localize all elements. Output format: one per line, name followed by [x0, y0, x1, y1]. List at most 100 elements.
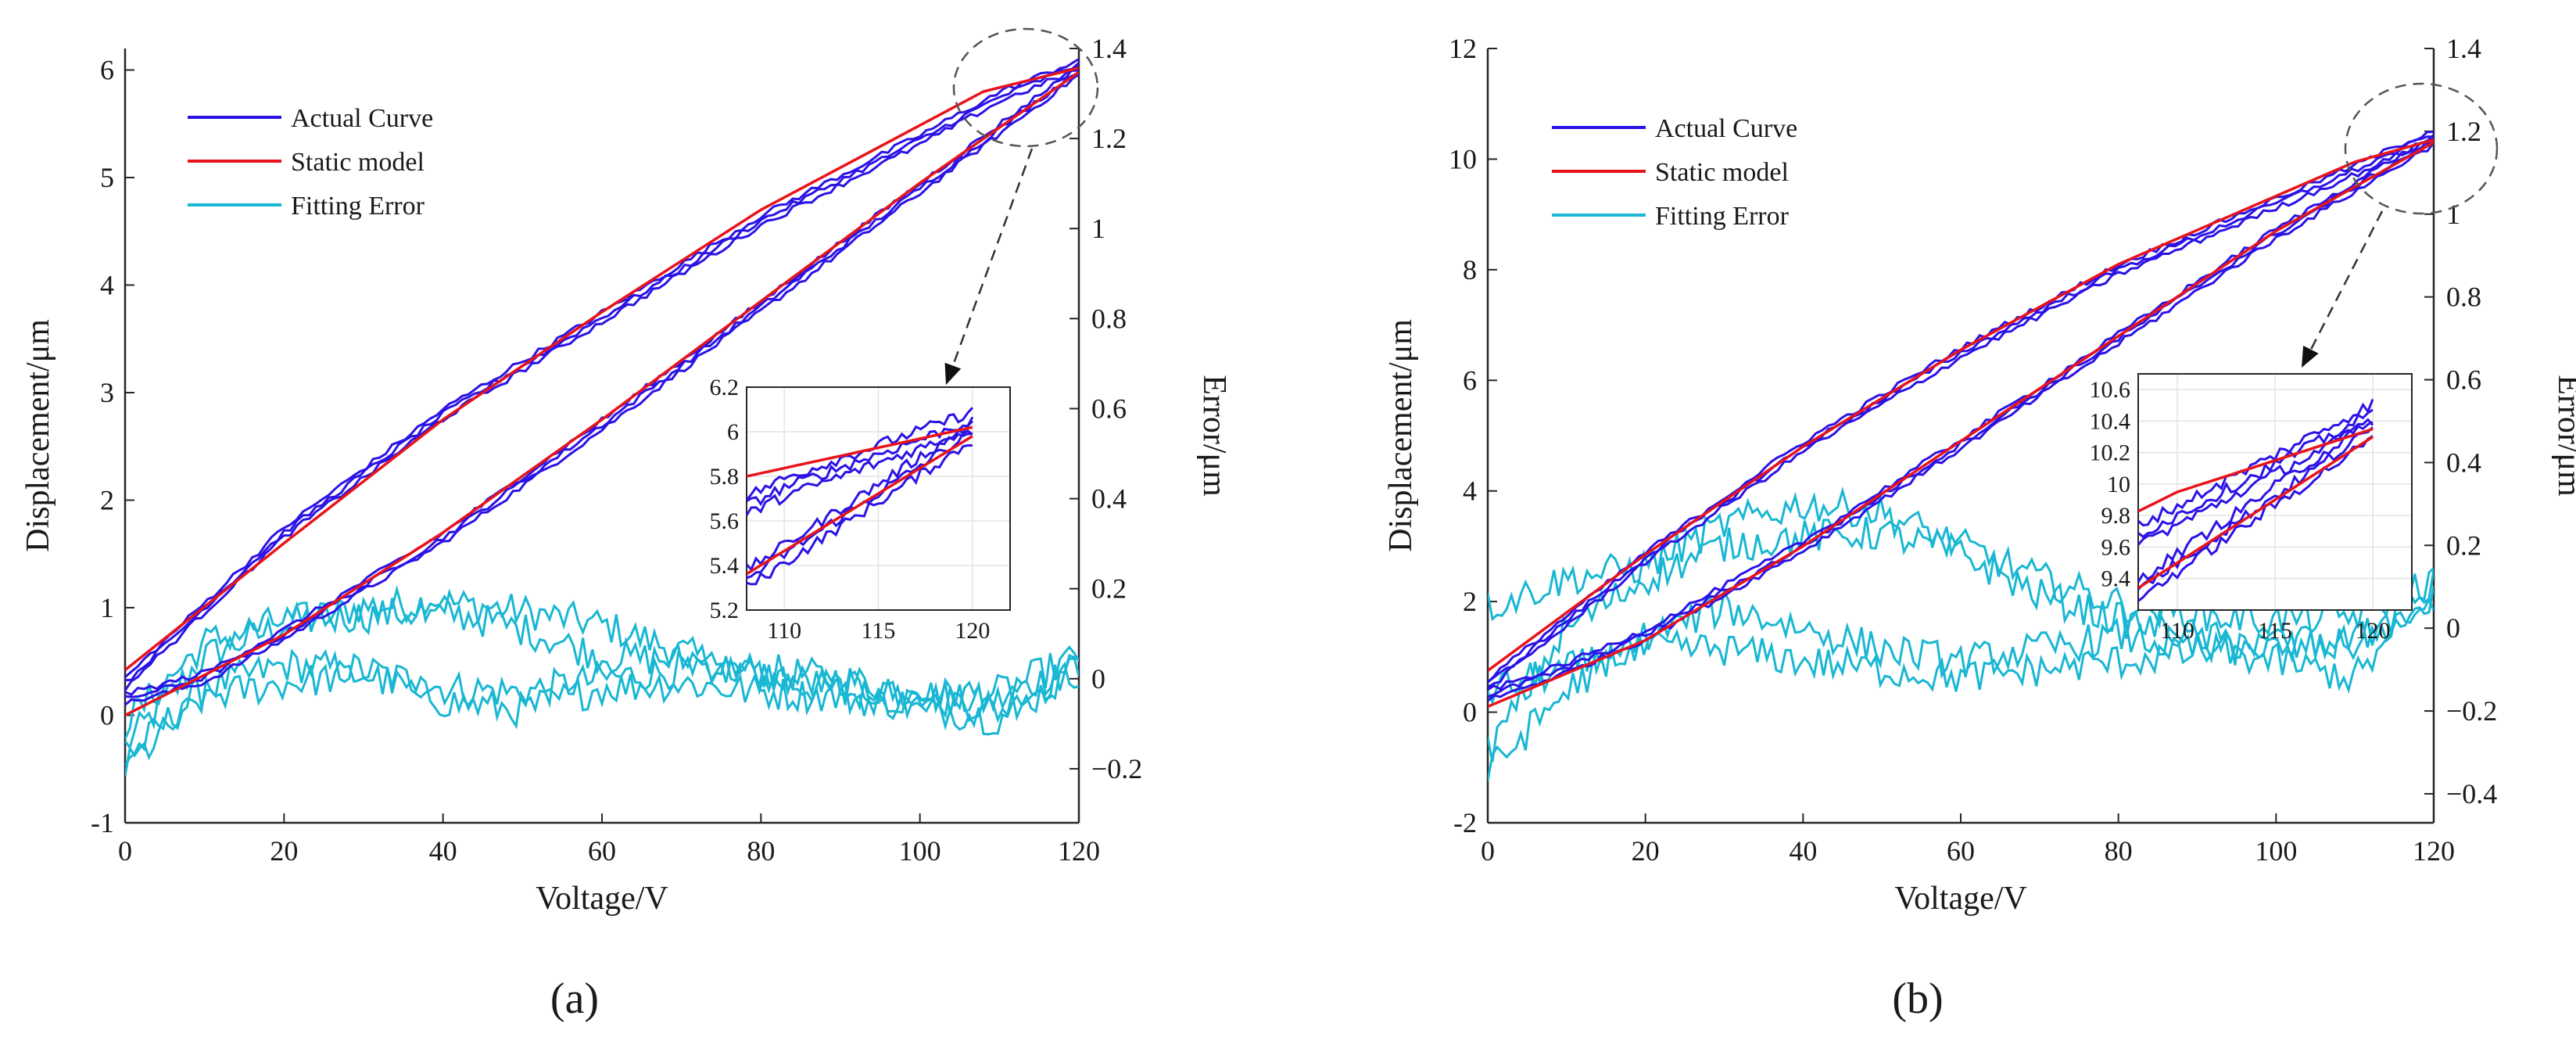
- actual-curve-descending: [125, 58, 1079, 679]
- x-tick-label: 80: [747, 835, 775, 867]
- y-axis-label: Displacement/μm: [1383, 319, 1419, 552]
- y2-tick-label: 1.2: [1091, 123, 1127, 154]
- inset-plot-area: [747, 407, 974, 586]
- y2-tick-label: 1.2: [2446, 116, 2481, 147]
- inset-y-tick-label: 10.2: [2090, 440, 2131, 466]
- y2-tick-label: 0.6: [2446, 364, 2481, 396]
- inset: 110 115 120 5.2 5.4 5.6 5.8 6 6.2: [710, 375, 1011, 644]
- zoom-region-ellipse: [952, 27, 1099, 148]
- zoom-arrow-head: [2302, 345, 2319, 368]
- x-tick-label: 0: [1481, 835, 1495, 867]
- static-model-ascending: [125, 70, 1079, 717]
- inset-actual-descending: [2138, 399, 2374, 527]
- inset-plot-area: [2138, 399, 2374, 602]
- x-tick-label: 60: [588, 835, 616, 867]
- actual-curve-descending: [125, 65, 1079, 682]
- fitting-error-series: [1488, 597, 2434, 705]
- y-tick-label: 4: [100, 270, 114, 301]
- inset-static-ascending: [2138, 436, 2374, 590]
- inset: 110 115 120 9.4 9.6 9.8 10 10.2 10.4 10.6: [2090, 373, 2413, 644]
- y-tick-label: 2: [100, 485, 114, 516]
- y2-tick-label: 0.4: [1091, 483, 1127, 515]
- inset-x-tick-label: 110: [2160, 618, 2194, 644]
- inset-actual-ascending: [747, 444, 973, 586]
- y-tick-label: 0: [100, 700, 114, 731]
- x-axis-label: Voltage/V: [1894, 881, 2027, 917]
- y2-tick-label: 1: [2446, 199, 2460, 230]
- inset-y-tick-label: 10.6: [2090, 377, 2131, 403]
- inset-y-tick-label: 5.8: [710, 464, 740, 490]
- inset-y-tick-label: 9.4: [2101, 566, 2131, 592]
- y2-tick-label: −0.4: [2446, 778, 2497, 809]
- y-tick-label: 1: [100, 592, 114, 623]
- inset-x-tick-label: 110: [767, 618, 801, 644]
- x-tick-label: 40: [429, 835, 457, 867]
- y2-tick-label: 0.6: [1091, 393, 1127, 424]
- zoom-arrow-line: [944, 148, 1034, 386]
- legend-label: Fitting Error: [291, 192, 425, 221]
- y-tick-label: 12: [1449, 33, 1477, 64]
- legend: Actual Curve Static model Fitting Error: [188, 104, 433, 221]
- inset-actual-descending: [747, 433, 973, 516]
- y2-tick-label: −0.2: [2446, 695, 2497, 727]
- x-tick-label: 100: [2255, 835, 2297, 867]
- inset-y-tick-label: 5.4: [710, 553, 740, 579]
- plot-area: [1488, 131, 2434, 781]
- y2-tick-label: 0.8: [2446, 282, 2481, 313]
- static-model-ascending: [1488, 141, 2434, 709]
- inset-y-tick-label: 6.2: [710, 375, 740, 400]
- y2-tick-label: −0.2: [1091, 753, 1142, 784]
- inset-actual-descending: [2138, 421, 2374, 546]
- panel-b: 0 20 40 60 80 100 120-2024681012−0.4−0.200.20.…: [1383, 33, 2576, 1023]
- y2-tick-label: 1.4: [1091, 33, 1127, 64]
- y2-axis-label: Error/μm: [1196, 375, 1232, 497]
- y-tick-label: 10: [1449, 143, 1477, 174]
- y-axis-label: Displacement/μm: [20, 319, 56, 552]
- inset-y-tick-label: 5.6: [710, 508, 740, 534]
- x-tick-label: 20: [270, 835, 298, 867]
- legend: Actual Curve Static model Fitting Error: [1552, 114, 1797, 231]
- actual-curve-descending: [1488, 135, 2434, 688]
- legend-label: Fitting Error: [1655, 202, 1790, 231]
- x-tick-label: 40: [1789, 835, 1817, 867]
- legend-label: Actual Curve: [291, 104, 433, 133]
- x-tick-label: 120: [2413, 835, 2455, 867]
- y-tick-label: 5: [100, 162, 114, 193]
- inset-y-tick-label: 10: [2107, 472, 2130, 497]
- panel-a: 0 20 40 60 80 100 120-10123456−0.200.20.40.60.…: [20, 27, 1232, 1023]
- y2-tick-label: 0: [1091, 663, 1105, 695]
- static-model-descending: [125, 66, 1079, 672]
- panel-label: (b): [1892, 975, 1943, 1023]
- y-tick-label: 2: [1463, 586, 1477, 617]
- y-tick-label: 8: [1463, 254, 1477, 285]
- y-tick-label: 4: [1463, 476, 1477, 507]
- y2-tick-label: 0: [2446, 612, 2460, 644]
- y2-tick-label: 0.2: [1091, 573, 1127, 605]
- y-tick-label: -1: [91, 807, 114, 838]
- x-tick-label: 60: [1947, 835, 1975, 867]
- inset-actual-descending: [747, 416, 974, 507]
- legend-label: Actual Curve: [1655, 114, 1797, 143]
- fitting-error-series: [125, 594, 1079, 740]
- zoom-arrow-line: [2300, 210, 2384, 368]
- inset-actual-ascending: [747, 420, 973, 572]
- zoom-region-ellipse: [2344, 82, 2499, 215]
- y2-tick-label: 0.8: [1091, 303, 1127, 334]
- actual-curve-ascending: [125, 73, 1079, 706]
- inset-static-descending: [2138, 427, 2374, 513]
- y-tick-label: -2: [1453, 807, 1477, 838]
- inset-y-tick-label: 5.2: [710, 598, 740, 623]
- inset-y-tick-label: 6: [727, 419, 739, 445]
- x-tick-label: 80: [2105, 835, 2133, 867]
- inset-actual-ascending: [2138, 418, 2374, 583]
- fitting-error-series: [125, 659, 1079, 777]
- plot-area: [125, 58, 1079, 777]
- y-tick-label: 0: [1463, 697, 1477, 728]
- y2-tick-label: 1.4: [2446, 33, 2481, 64]
- inset-x-tick-label: 115: [862, 618, 896, 644]
- zoom-arrow-head: [944, 362, 962, 385]
- inset-actual-ascending: [2138, 435, 2374, 602]
- inset-x-tick-label: 120: [2356, 618, 2391, 644]
- fitting-error-series: [125, 584, 1079, 751]
